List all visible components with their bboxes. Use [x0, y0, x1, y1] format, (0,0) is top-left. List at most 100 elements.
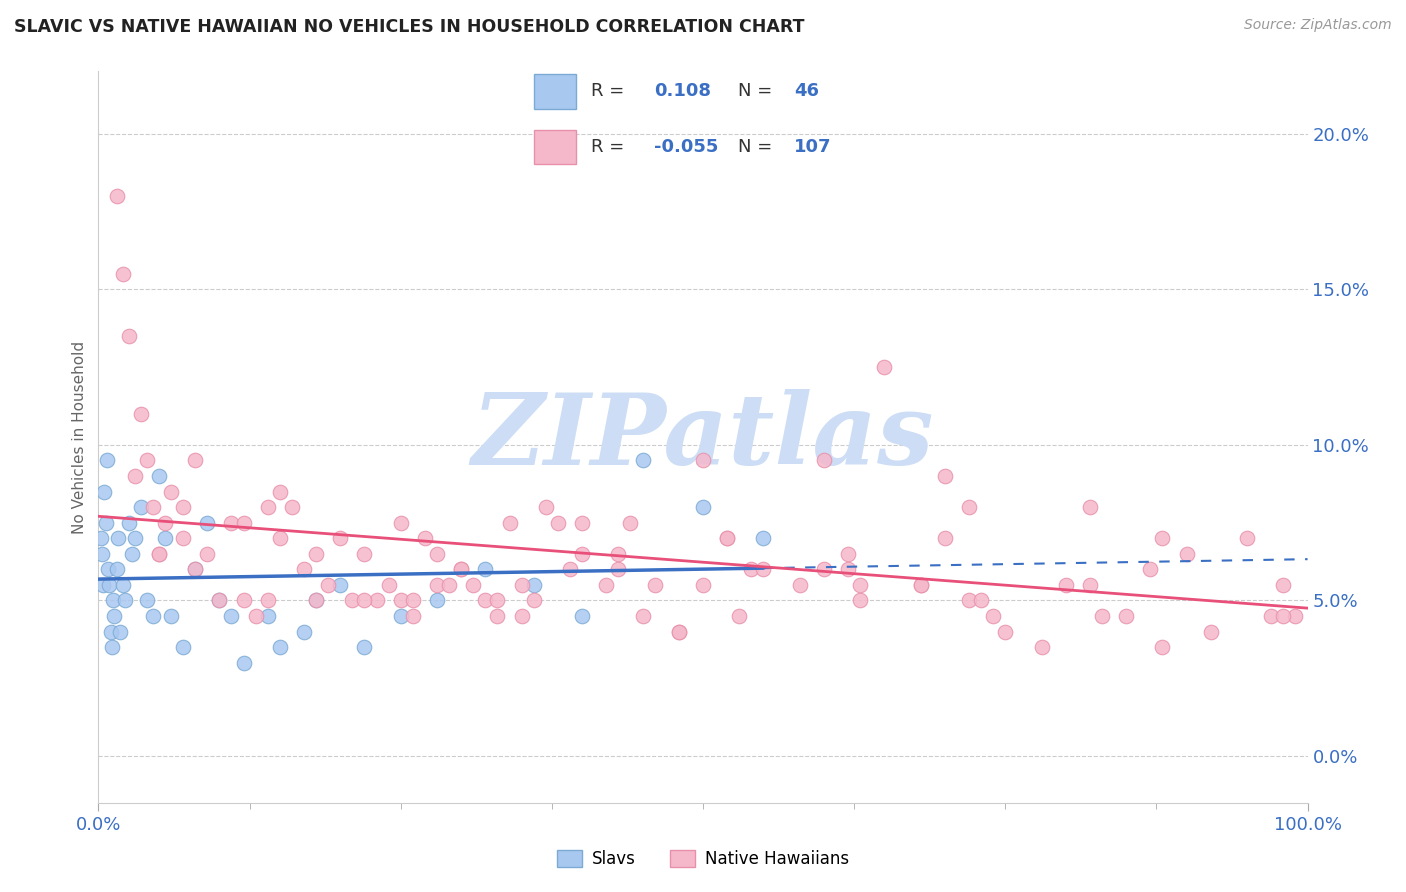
Point: [153, 531, 176, 545]
Point: [105, 562, 128, 576]
Point: [389, 593, 412, 607]
Point: [389, 609, 412, 624]
Point: [129, 500, 152, 515]
Point: [402, 593, 425, 607]
Point: [1260, 609, 1282, 624]
Point: [571, 516, 593, 530]
Point: [208, 593, 231, 607]
Point: [813, 453, 835, 467]
Point: [849, 593, 872, 607]
Point: [740, 562, 762, 576]
Point: [595, 578, 617, 592]
Point: [91, 578, 114, 592]
Point: [100, 624, 122, 639]
Point: [716, 531, 738, 545]
Point: [292, 562, 315, 576]
Point: [752, 531, 775, 545]
Point: [172, 500, 194, 515]
Point: [148, 547, 170, 561]
Point: [547, 516, 569, 530]
Point: [1272, 578, 1295, 592]
Point: [269, 531, 291, 545]
Point: [142, 609, 165, 624]
Point: [316, 578, 339, 592]
Point: [437, 578, 460, 592]
Point: [849, 578, 872, 592]
Text: N =: N =: [738, 82, 772, 101]
Point: [837, 547, 859, 561]
Point: [619, 516, 641, 530]
Point: [94, 516, 117, 530]
Point: [1199, 624, 1222, 639]
Point: [1272, 609, 1295, 624]
Point: [692, 578, 714, 592]
Text: ZIPatlas: ZIPatlas: [472, 389, 934, 485]
Point: [90, 531, 112, 545]
Point: [644, 578, 666, 592]
Point: [413, 531, 436, 545]
Point: [160, 609, 183, 624]
Point: [305, 547, 328, 561]
Point: [93, 484, 115, 499]
Point: [269, 640, 291, 655]
Point: [208, 593, 231, 607]
Point: [389, 516, 412, 530]
Point: [450, 562, 472, 576]
Point: [1115, 609, 1137, 624]
Text: 0.108: 0.108: [654, 82, 711, 101]
Point: [934, 531, 956, 545]
Point: [108, 624, 131, 639]
Point: [910, 578, 932, 592]
Point: [111, 267, 134, 281]
Point: [342, 593, 364, 607]
Point: [510, 578, 533, 592]
Point: [1031, 640, 1053, 655]
Point: [232, 656, 254, 670]
Point: [873, 359, 896, 374]
Point: [510, 609, 533, 624]
Point: [329, 531, 352, 545]
Point: [114, 593, 136, 607]
Point: [426, 578, 449, 592]
Point: [402, 609, 425, 624]
Point: [96, 453, 118, 467]
Point: [631, 609, 654, 624]
Point: [1078, 578, 1101, 592]
Point: [269, 484, 291, 499]
Text: Source: ZipAtlas.com: Source: ZipAtlas.com: [1244, 18, 1392, 32]
Point: [160, 484, 183, 499]
Point: [728, 609, 751, 624]
Point: [221, 516, 243, 530]
Point: [121, 547, 143, 561]
Point: [813, 562, 835, 576]
Point: [607, 562, 630, 576]
Point: [103, 609, 125, 624]
Point: [571, 547, 593, 561]
Point: [1236, 531, 1258, 545]
Point: [934, 469, 956, 483]
Point: [970, 593, 993, 607]
Point: [281, 500, 304, 515]
Text: R =: R =: [591, 138, 624, 156]
Text: N =: N =: [738, 138, 772, 156]
Point: [631, 453, 654, 467]
Point: [195, 516, 218, 530]
Point: [118, 516, 141, 530]
Point: [329, 578, 352, 592]
Point: [1284, 609, 1306, 624]
Point: [142, 500, 165, 515]
Point: [305, 593, 328, 607]
Point: [111, 578, 134, 592]
Point: [118, 329, 141, 343]
Text: 107: 107: [794, 138, 832, 156]
Point: [172, 640, 194, 655]
Point: [1091, 609, 1114, 624]
Point: [124, 531, 146, 545]
Point: [789, 578, 811, 592]
Point: [135, 593, 157, 607]
Point: [607, 547, 630, 561]
Point: [101, 593, 124, 607]
Point: [474, 562, 496, 576]
Point: [256, 609, 278, 624]
Text: R =: R =: [591, 82, 624, 101]
